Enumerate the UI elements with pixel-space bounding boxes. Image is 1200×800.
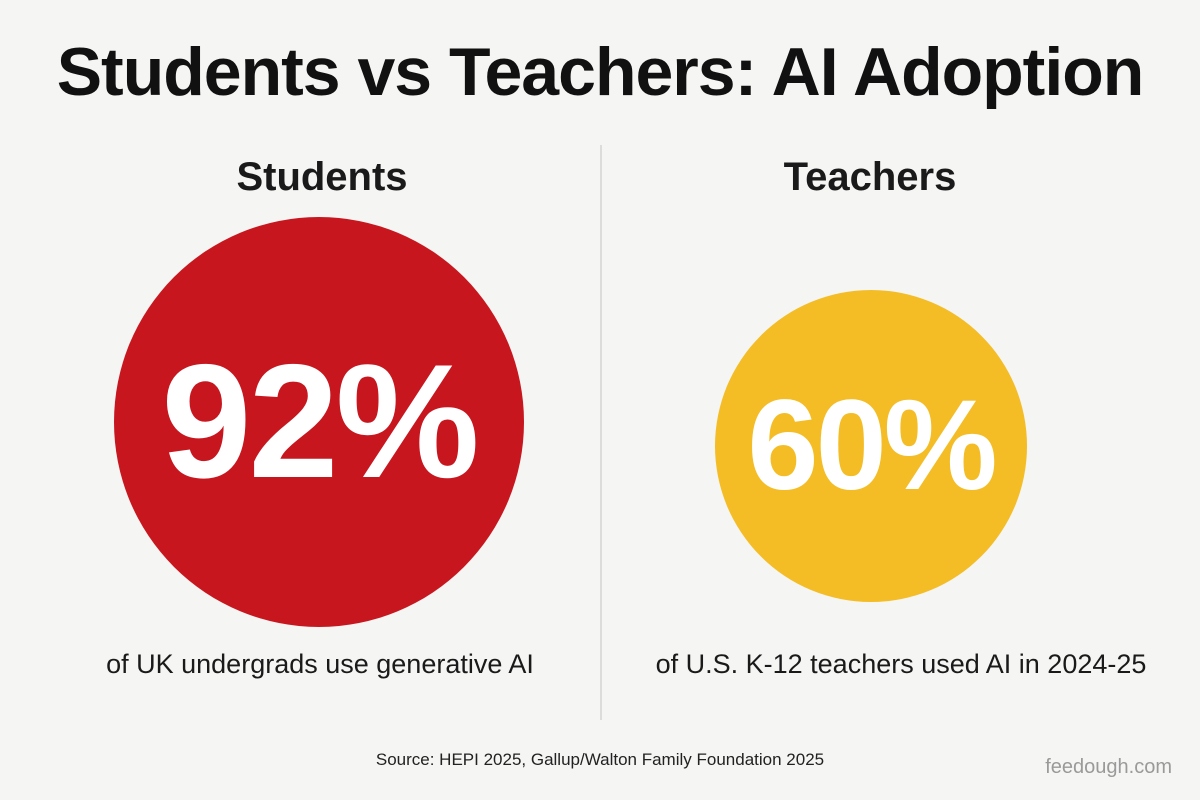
students-caption: of UK undergrads use generative AI bbox=[106, 649, 534, 679]
students-heading: Students bbox=[236, 155, 408, 199]
teachers-stat-circle: 60% bbox=[715, 290, 1027, 602]
page-title: Students vs Teachers: AI Adoption bbox=[56, 34, 1145, 110]
source-citation: Source: HEPI 2025, Gallup/Walton Family … bbox=[375, 750, 825, 769]
teachers-caption: of U.S. K-12 teachers used AI in 2024-25 bbox=[655, 649, 1147, 679]
site-watermark: feedough.com bbox=[1045, 756, 1172, 778]
panel-divider bbox=[600, 145, 602, 720]
teachers-heading: Teachers bbox=[783, 155, 957, 199]
teachers-percentage: 60% bbox=[747, 374, 997, 517]
students-stat-circle: 92% bbox=[114, 217, 524, 627]
students-percentage: 92% bbox=[161, 331, 479, 512]
